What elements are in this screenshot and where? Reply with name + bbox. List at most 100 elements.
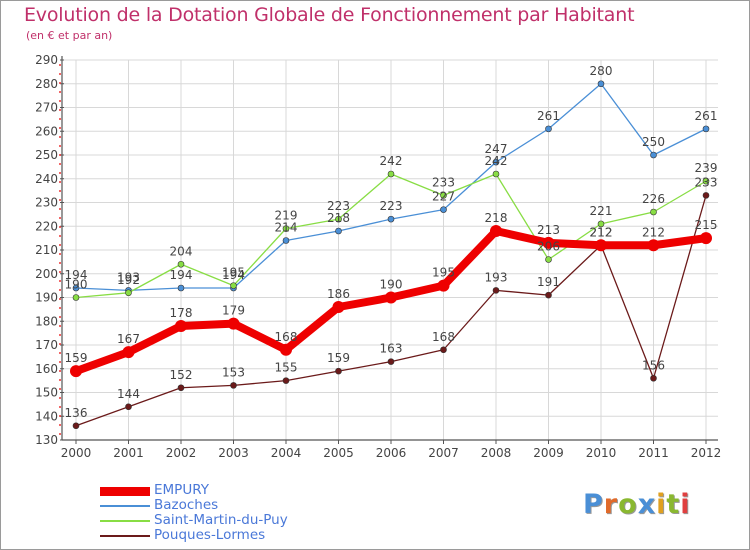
data-label: 159 (65, 351, 88, 365)
x-tick-label: 2002 (166, 446, 197, 460)
legend-label: Bazoches (154, 497, 219, 513)
data-point (492, 158, 500, 166)
data-point (545, 256, 552, 263)
data-label: 168 (275, 330, 298, 344)
data-point (280, 343, 292, 356)
legend: EMPURY Bazoches Saint-Martin-du-Puy Pouques… (100, 482, 400, 544)
data-point (387, 358, 395, 365)
data-point (282, 237, 290, 244)
data-point (387, 170, 395, 178)
data-label: 218 (485, 211, 508, 225)
data-point (282, 225, 290, 232)
data-point (175, 320, 187, 332)
data-label: 195 (222, 266, 245, 280)
data-point (177, 384, 185, 392)
data-point (597, 220, 605, 228)
data-label: 242 (380, 154, 403, 168)
data-point (702, 125, 710, 133)
data-label: 194 (65, 268, 88, 282)
logo-letter: o (618, 489, 638, 520)
data-point (177, 284, 185, 292)
logo-letter: x (637, 489, 657, 520)
data-label: 261 (537, 109, 560, 123)
x-tick-label: 2001 (113, 446, 144, 460)
data-label: 167 (117, 332, 140, 346)
logo-letter: r (603, 489, 619, 520)
data-label: 250 (642, 135, 665, 149)
logo-letter: i (680, 489, 691, 520)
data-point (122, 346, 135, 359)
data-point (702, 177, 710, 185)
series-layer (70, 80, 712, 430)
data-label: 191 (537, 275, 560, 289)
data-point (335, 215, 342, 223)
x-tick-label: 2003 (218, 446, 249, 460)
x-tick-label: 2011 (638, 446, 669, 460)
data-label: 159 (327, 351, 350, 365)
data-point (650, 208, 657, 216)
data-point (385, 291, 397, 304)
legend-item-bazoches: Bazoches (100, 497, 400, 514)
data-point (282, 377, 290, 384)
y-tick-label: 190 (35, 291, 58, 305)
legend-swatch (100, 535, 150, 537)
data-label: 214 (275, 221, 298, 235)
data-label: 242 (485, 154, 508, 168)
data-point (72, 284, 80, 292)
y-tick-label: 270 (35, 101, 58, 115)
y-tick-label: 230 (35, 196, 58, 210)
y-tick-label: 210 (35, 243, 58, 257)
data-label: 194 (222, 268, 245, 282)
y-tick-label: 140 (35, 409, 58, 423)
y-tick-label: 220 (35, 219, 58, 233)
data-label: 192 (117, 273, 140, 287)
data-point (335, 227, 342, 235)
data-point (125, 403, 132, 411)
data-point (177, 260, 185, 268)
data-point (647, 239, 660, 252)
x-tick-label: 2010 (586, 446, 617, 460)
x-tick-label: 2009 (533, 446, 564, 460)
data-point (230, 382, 237, 389)
x-tick-label: 2000 (61, 446, 92, 460)
data-point (597, 80, 605, 88)
data-point (490, 225, 502, 237)
data-label: 221 (590, 204, 613, 218)
data-point (387, 215, 395, 223)
data-point (595, 239, 607, 252)
data-label: 153 (222, 365, 245, 379)
legend-swatch (100, 505, 150, 507)
data-label: 163 (380, 342, 403, 356)
y-tick-label: 250 (35, 148, 58, 162)
y-tick-label: 240 (35, 172, 58, 186)
legend-label: Pouques-Lormes (154, 527, 266, 543)
data-label: 247 (485, 142, 508, 156)
x-tick-label: 2008 (481, 446, 512, 460)
data-label: 280 (590, 64, 613, 78)
data-label: 206 (537, 240, 560, 254)
data-point (440, 206, 447, 213)
data-point (492, 287, 500, 294)
data-label: 223 (380, 199, 403, 213)
data-label: 233 (432, 175, 455, 189)
data-label: 215 (695, 218, 718, 232)
data-point (335, 367, 342, 375)
data-point (702, 192, 710, 199)
x-tick-label: 2005 (323, 446, 354, 460)
data-point (230, 282, 237, 289)
y-tick-label: 150 (35, 386, 58, 400)
x-tick-label: 2012 (691, 446, 722, 460)
data-label: 155 (275, 361, 298, 375)
data-label: 195 (432, 266, 455, 280)
data-point (437, 279, 450, 292)
data-label: 204 (170, 244, 193, 258)
logo-letter: i (656, 489, 667, 520)
data-label: 144 (117, 387, 140, 401)
data-point (72, 422, 80, 430)
data-label: 186 (327, 287, 350, 301)
y-tick-label: 170 (35, 338, 58, 352)
data-point (70, 365, 82, 378)
data-point (700, 232, 712, 245)
legend-label: EMPURY (154, 482, 209, 498)
chart-subtitle: (en € et par an) (26, 29, 113, 42)
